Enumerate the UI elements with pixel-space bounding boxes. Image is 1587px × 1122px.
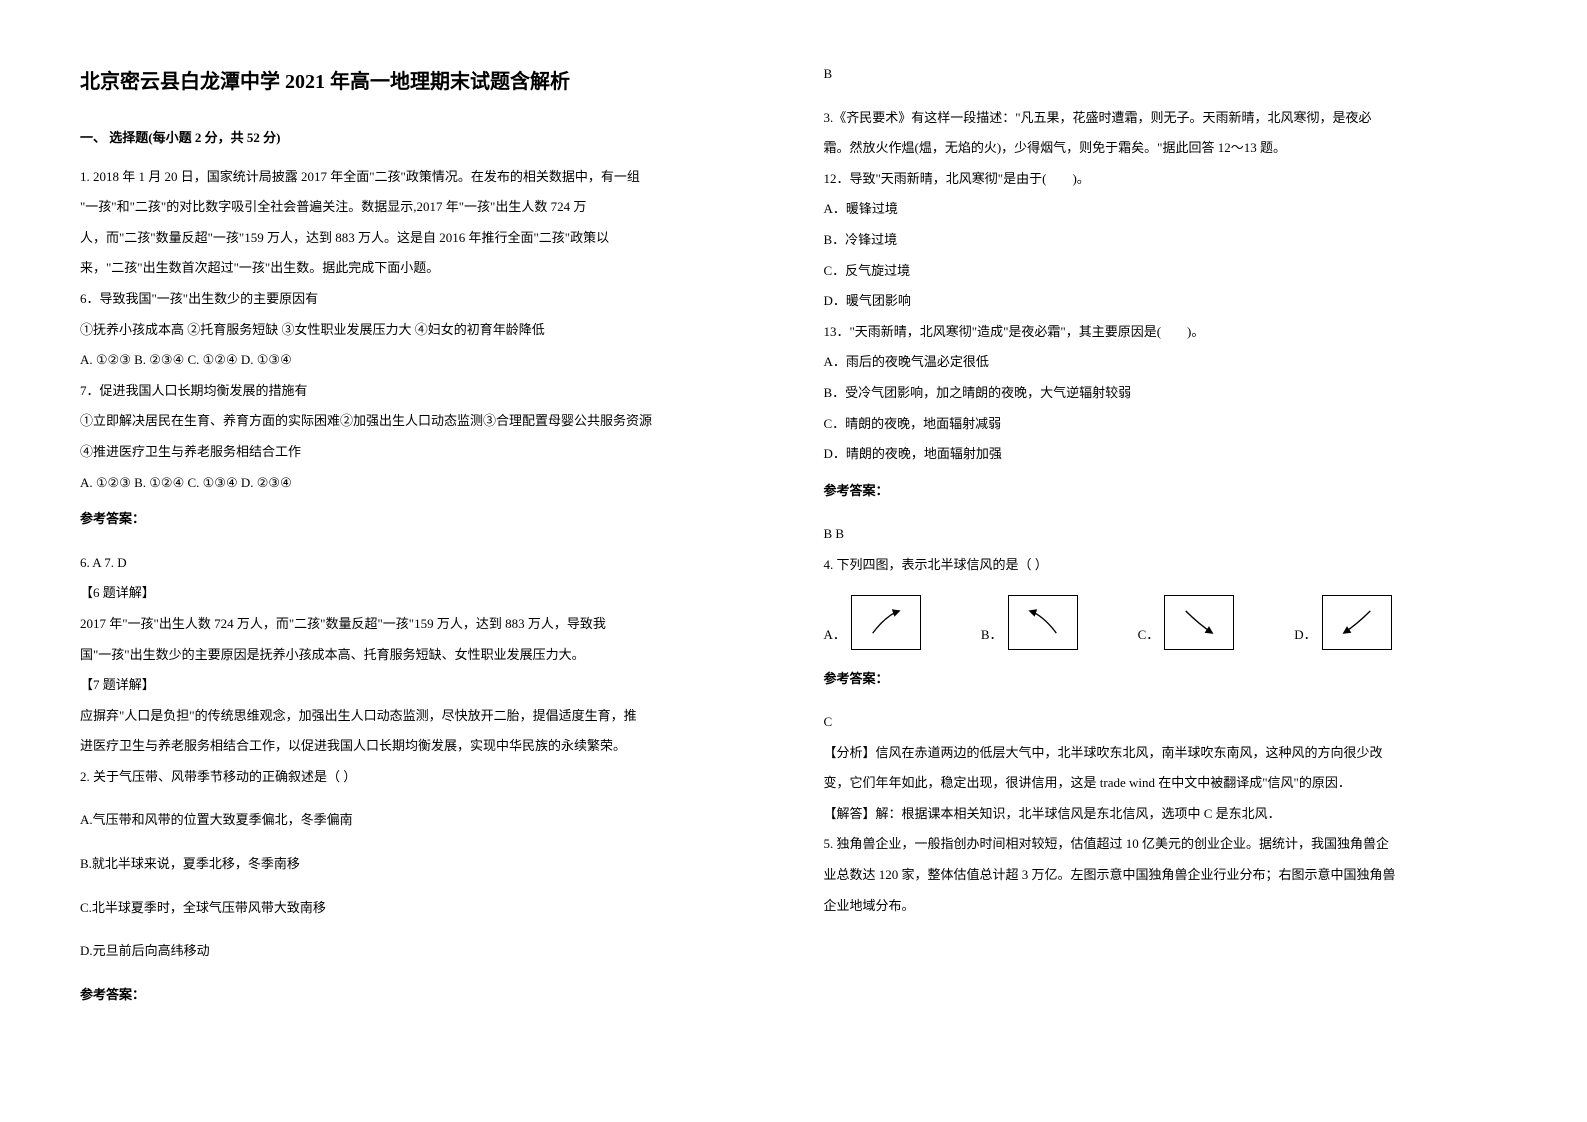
q6-options: ①抚养小孩成本高 ②托育服务短缺 ③女性职业发展压力大 ④妇女的初育年龄降低 bbox=[80, 316, 764, 345]
q3-intro-1: 3.《齐民要术》有这样一段描述："凡五果，花盛时遭霜，则无子。天雨新晴，北风寒彻… bbox=[824, 104, 1508, 133]
q7-detail-1: 应摒弃"人口是负担"的传统思维观念，加强出生人口动态监测，尽快放开二胎，提倡适度… bbox=[80, 702, 764, 731]
q4-option-d: D． bbox=[1294, 595, 1391, 650]
q4-label-c: C． bbox=[1138, 621, 1160, 650]
q12-optB: B．冷锋过境 bbox=[824, 226, 1508, 255]
q1-intro-1: 1. 2018 年 1 月 20 日，国家统计局披露 2017 年全面"二孩"政… bbox=[80, 163, 764, 192]
arrow-box-c bbox=[1164, 595, 1234, 650]
q6-choices: A. ①②③ B. ②③④ C. ①②④ D. ①③④ bbox=[80, 346, 764, 375]
q4-text: 4. 下列四图，表示北半球信风的是（ ） bbox=[824, 551, 1508, 580]
q13-text: 13．"天雨新晴，北风寒彻"造成"是夜必霜"，其主要原因是( )。 bbox=[824, 318, 1508, 347]
q12-optD: D．暖气团影响 bbox=[824, 287, 1508, 316]
q1-intro-4: 来，"二孩"出生数首次超过"一孩"出生数。据此完成下面小题。 bbox=[80, 254, 764, 283]
q5-line1: 5. 独角兽企业，一般指创办时间相对较短，估值超过 10 亿美元的创业企业。据统… bbox=[824, 830, 1508, 859]
arrow-box-a bbox=[851, 595, 921, 650]
q2-answer: B bbox=[824, 60, 1508, 89]
document-title: 北京密云县白龙潭中学 2021 年高一地理期末试题含解析 bbox=[80, 60, 764, 104]
q4-answer: C bbox=[824, 708, 1508, 737]
q4-option-b: B． bbox=[981, 595, 1078, 650]
arrow-box-d bbox=[1322, 595, 1392, 650]
q1-answers: 6. A 7. D bbox=[80, 549, 764, 578]
arrow-box-b bbox=[1008, 595, 1078, 650]
q7-choices: A. ①②③ B. ①②④ C. ①③④ D. ②③④ bbox=[80, 469, 764, 498]
q4-solve: 【解答】解：根据课本相关知识，北半球信风是东北信风，选项中 C 是东北风． bbox=[824, 800, 1508, 829]
q4-analysis-1: 信风在赤道两边的低层大气中，北半球吹东北风，南半球吹东南风，这种风的方向很少改 bbox=[876, 745, 1383, 760]
answer-label-2: 参考答案： bbox=[80, 981, 764, 1010]
left-column: 北京密云县白龙潭中学 2021 年高一地理期末试题含解析 一、 选择题(每小题 … bbox=[80, 60, 764, 1011]
section-1-header: 一、 选择题(每小题 2 分，共 52 分) bbox=[80, 124, 764, 153]
q4-label-b: B． bbox=[981, 621, 1003, 650]
q4-solve-text: 解：根据课本相关知识，北半球信风是东北信风，选项中 C 是东北风． bbox=[876, 806, 1281, 821]
q13-optB: B．受冷气团影响，加之晴朗的夜晚，大气逆辐射较弱 bbox=[824, 379, 1508, 408]
q13-optC: C．晴朗的夜晚，地面辐射减弱 bbox=[824, 410, 1508, 439]
answer-label-4: 参考答案： bbox=[824, 665, 1508, 694]
arrow-icon-c bbox=[1174, 602, 1224, 642]
q12-optA: A．暖锋过境 bbox=[824, 195, 1508, 224]
q5-line2: 业总数达 120 家，整体估值总计超 3 万亿。左图示意中国独角兽企业行业分布；… bbox=[824, 861, 1508, 890]
q12-text: 12．导致"天雨新晴，北风寒彻"是由于( )。 bbox=[824, 165, 1508, 194]
q6-detail-header: 【6 题详解】 bbox=[80, 579, 764, 608]
q2-optC: C.北半球夏季时，全球气压带风带大致南移 bbox=[80, 894, 764, 923]
q7-line1: ①立即解决居民在生育、养育方面的实际困难②加强出生人口动态监测③合理配置母婴公共… bbox=[80, 407, 764, 436]
q12-optC: C．反气旋过境 bbox=[824, 257, 1508, 286]
q4-options-row: A． B． C． bbox=[824, 595, 1508, 650]
q2-optA: A.气压带和风带的位置大致夏季偏北，冬季偏南 bbox=[80, 806, 764, 835]
q5-line3: 企业地域分布。 bbox=[824, 892, 1508, 921]
q2-optB: B.就北半球来说，夏季北移，冬季南移 bbox=[80, 850, 764, 879]
q6-detail-2: 国"一孩"出生数少的主要原因是抚养小孩成本高、托育服务短缺、女性职业发展压力大。 bbox=[80, 641, 764, 670]
q4-label-a: A． bbox=[824, 621, 846, 650]
q4-analysis-2: 变，它们年年如此，稳定出现，很讲信用，这是 trade wind 在中文中被翻译… bbox=[824, 769, 1508, 798]
q3-intro-2: 霜。然放火作煴(煴，无焰的火)，少得烟气，则免于霜矣。"据此回答 12～13 题… bbox=[824, 134, 1508, 163]
q1-intro-3: 人，而"二孩"数量反超"一孩"159 万人，达到 883 万人。这是自 2016… bbox=[80, 224, 764, 253]
q4-solve-label: 【解答】 bbox=[824, 806, 876, 821]
q13-optD: D．晴朗的夜晚，地面辐射加强 bbox=[824, 440, 1508, 469]
q6-text: 6．导致我国"一孩"出生数少的主要原因有 bbox=[80, 285, 764, 314]
q13-optA: A．雨后的夜晚气温必定很低 bbox=[824, 348, 1508, 377]
q7-detail-2: 进医疗卫生与养老服务相结合工作，以促进我国人口长期均衡发展，实现中华民族的永续繁… bbox=[80, 732, 764, 761]
q6-detail-1: 2017 年"一孩"出生人数 724 万人，而"二孩"数量反超"一孩"159 万… bbox=[80, 610, 764, 639]
arrow-icon-d bbox=[1332, 602, 1382, 642]
q4-label-d: D． bbox=[1294, 621, 1316, 650]
q4-analysis: 【分析】信风在赤道两边的低层大气中，北半球吹东北风，南半球吹东南风，这种风的方向… bbox=[824, 739, 1508, 768]
q4-analysis-label: 【分析】 bbox=[824, 745, 876, 760]
q7-text: 7．促进我国人口长期均衡发展的措施有 bbox=[80, 377, 764, 406]
arrow-icon-b bbox=[1018, 602, 1068, 642]
q4-option-c: C． bbox=[1138, 595, 1235, 650]
q4-option-a: A． bbox=[824, 595, 921, 650]
q2-text: 2. 关于气压带、风带季节移动的正确叙述是（ ） bbox=[80, 763, 764, 792]
q3-answer: B B bbox=[824, 520, 1508, 549]
right-column: B 3.《齐民要术》有这样一段描述："凡五果，花盛时遭霜，则无子。天雨新晴，北风… bbox=[824, 60, 1508, 1011]
q7-detail-header: 【7 题详解】 bbox=[80, 671, 764, 700]
answer-label-3: 参考答案： bbox=[824, 477, 1508, 506]
arrow-icon-a bbox=[861, 602, 911, 642]
q1-intro-2: "一孩"和"二孩"的对比数字吸引全社会普遍关注。数据显示,2017 年"一孩"出… bbox=[80, 193, 764, 222]
q2-optD: D.元旦前后向高纬移动 bbox=[80, 937, 764, 966]
answer-label-1: 参考答案： bbox=[80, 505, 764, 534]
q7-line2: ④推进医疗卫生与养老服务相结合工作 bbox=[80, 438, 764, 467]
